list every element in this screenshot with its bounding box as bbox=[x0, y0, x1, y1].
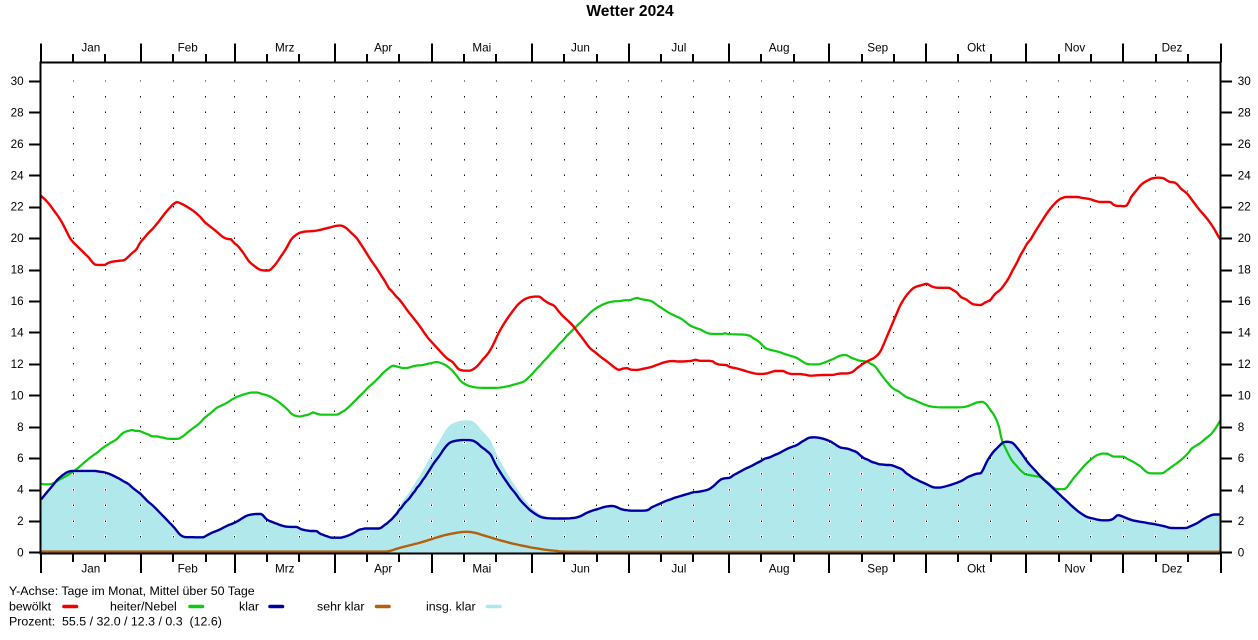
svg-text:2: 2 bbox=[17, 515, 24, 528]
svg-text:14: 14 bbox=[1238, 327, 1252, 340]
svg-text:28: 28 bbox=[1238, 106, 1251, 119]
svg-text:30: 30 bbox=[1238, 75, 1252, 88]
svg-text:0: 0 bbox=[1238, 547, 1245, 560]
svg-text:24: 24 bbox=[11, 169, 25, 182]
svg-text:18: 18 bbox=[1238, 264, 1251, 277]
svg-text:26: 26 bbox=[1238, 138, 1251, 151]
svg-text:Nov: Nov bbox=[1064, 42, 1085, 55]
svg-text:heiter/Nebel: heiter/Nebel bbox=[110, 600, 177, 614]
svg-text:4: 4 bbox=[17, 484, 24, 497]
svg-text:10: 10 bbox=[1238, 389, 1252, 402]
svg-text:Jul: Jul bbox=[671, 42, 686, 55]
svg-text:Y-Achse: Tage im Monat, Mittel: Y-Achse: Tage im Monat, Mittel über 50 T… bbox=[9, 584, 255, 598]
svg-text:26: 26 bbox=[11, 138, 24, 151]
svg-text:Prozent: 55.5 / 32.0 / 12.3 /: Prozent: 55.5 / 32.0 / 12.3 / 0.3 (12.6) bbox=[9, 615, 222, 629]
svg-text:Mai: Mai bbox=[472, 42, 491, 55]
svg-text:30: 30 bbox=[11, 75, 25, 88]
svg-text:16: 16 bbox=[11, 295, 24, 308]
svg-text:Mrz: Mrz bbox=[275, 563, 295, 576]
svg-text:4: 4 bbox=[1238, 484, 1245, 497]
svg-text:28: 28 bbox=[11, 106, 24, 119]
svg-text:6: 6 bbox=[1238, 452, 1245, 465]
svg-text:Wetter 2024: Wetter 2024 bbox=[586, 3, 674, 20]
svg-text:Apr: Apr bbox=[374, 42, 392, 55]
svg-text:14: 14 bbox=[11, 327, 25, 340]
svg-text:bewölkt: bewölkt bbox=[9, 600, 52, 614]
svg-text:8: 8 bbox=[17, 421, 24, 434]
svg-text:Jun: Jun bbox=[571, 563, 590, 576]
svg-text:20: 20 bbox=[11, 232, 25, 245]
svg-text:Feb: Feb bbox=[178, 42, 199, 55]
svg-text:Okt: Okt bbox=[967, 563, 986, 576]
svg-text:18: 18 bbox=[11, 264, 24, 277]
svg-text:Sep: Sep bbox=[867, 563, 888, 576]
svg-text:Mai: Mai bbox=[472, 563, 491, 576]
svg-text:6: 6 bbox=[17, 452, 24, 465]
svg-text:Aug: Aug bbox=[769, 563, 790, 576]
svg-text:8: 8 bbox=[1238, 421, 1245, 434]
svg-text:22: 22 bbox=[1238, 201, 1251, 214]
svg-text:Jul: Jul bbox=[671, 563, 686, 576]
svg-text:klar: klar bbox=[239, 600, 259, 614]
svg-text:2: 2 bbox=[1238, 515, 1245, 528]
svg-text:sehr klar: sehr klar bbox=[317, 600, 365, 614]
svg-text:insg. klar: insg. klar bbox=[426, 600, 476, 614]
svg-text:Apr: Apr bbox=[374, 563, 392, 576]
svg-text:Okt: Okt bbox=[967, 42, 986, 55]
svg-text:16: 16 bbox=[1238, 295, 1251, 308]
svg-text:20: 20 bbox=[1238, 232, 1252, 245]
svg-text:24: 24 bbox=[1238, 169, 1252, 182]
svg-text:12: 12 bbox=[1238, 358, 1251, 371]
svg-text:Mrz: Mrz bbox=[275, 42, 295, 55]
svg-text:0: 0 bbox=[17, 547, 24, 560]
svg-text:10: 10 bbox=[11, 389, 25, 402]
svg-text:Jan: Jan bbox=[81, 42, 100, 55]
svg-text:Nov: Nov bbox=[1064, 563, 1085, 576]
svg-text:12: 12 bbox=[11, 358, 24, 371]
svg-text:Dez: Dez bbox=[1162, 42, 1183, 55]
svg-text:Dez: Dez bbox=[1162, 563, 1183, 576]
svg-text:Sep: Sep bbox=[867, 42, 888, 55]
svg-text:Aug: Aug bbox=[769, 42, 790, 55]
svg-text:Feb: Feb bbox=[178, 563, 199, 576]
svg-text:Jun: Jun bbox=[571, 42, 590, 55]
svg-text:Jan: Jan bbox=[81, 563, 100, 576]
svg-text:22: 22 bbox=[11, 201, 24, 214]
